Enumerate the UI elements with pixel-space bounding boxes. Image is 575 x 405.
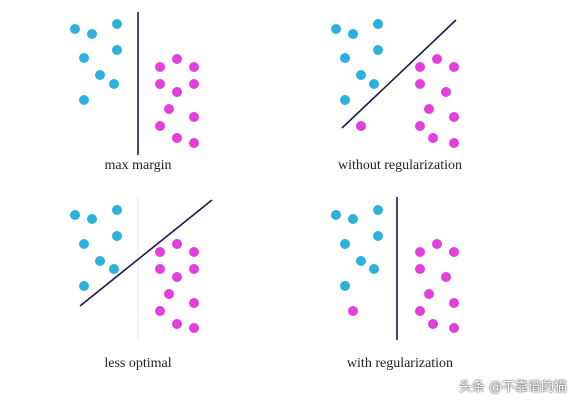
point-class-a [95, 70, 105, 80]
point-class-a [356, 256, 366, 266]
point-class-a [79, 281, 89, 291]
point-class-b [449, 298, 459, 308]
point-class-b [415, 264, 425, 274]
point-class-a [373, 19, 383, 29]
point-class-b [449, 138, 459, 148]
point-class-a [340, 95, 350, 105]
point-class-b [348, 306, 358, 316]
point-class-b [428, 319, 438, 329]
point-class-b [172, 272, 182, 282]
panel-max-margin [70, 12, 199, 155]
boundary-line [341, 19, 457, 129]
point-class-b [172, 319, 182, 329]
caption-without-regularization: without regularization [337, 158, 463, 173]
point-class-a [373, 45, 383, 55]
point-class-a [373, 231, 383, 241]
point-class-b [155, 79, 165, 89]
point-class-a [112, 19, 122, 29]
points [331, 205, 459, 333]
point-class-b [189, 62, 199, 72]
boundary-line [79, 199, 213, 307]
point-class-b [189, 264, 199, 274]
point-class-a [340, 53, 350, 63]
points [70, 19, 199, 148]
point-class-b [164, 104, 174, 114]
point-class-a [109, 264, 119, 274]
point-class-b [432, 239, 442, 249]
point-class-a [340, 281, 350, 291]
point-class-b [356, 121, 366, 131]
point-class-a [87, 29, 97, 39]
point-class-b [155, 264, 165, 274]
point-class-a [79, 239, 89, 249]
point-class-b [189, 323, 199, 333]
point-class-a [331, 24, 341, 34]
point-class-b [155, 62, 165, 72]
point-class-b [449, 112, 459, 122]
point-class-b [155, 306, 165, 316]
point-class-b [449, 62, 459, 72]
point-class-a [356, 70, 366, 80]
caption-with-regularization: with regularization [346, 356, 454, 371]
point-class-b [155, 247, 165, 257]
point-class-a [369, 264, 379, 274]
points [70, 205, 199, 333]
point-class-a [79, 95, 89, 105]
point-class-b [415, 62, 425, 72]
point-class-a [340, 239, 350, 249]
point-class-b [189, 79, 199, 89]
point-class-b [428, 133, 438, 143]
point-class-b [432, 54, 442, 64]
points [331, 19, 459, 148]
point-class-b [189, 112, 199, 122]
point-class-b [441, 272, 451, 282]
point-class-a [70, 210, 80, 220]
point-class-b [441, 87, 451, 97]
point-class-b [172, 239, 182, 249]
point-class-b [189, 298, 199, 308]
point-class-a [112, 45, 122, 55]
point-class-b [172, 54, 182, 64]
point-class-a [109, 79, 119, 89]
point-class-a [70, 24, 80, 34]
point-class-a [373, 205, 383, 215]
point-class-a [112, 205, 122, 215]
point-class-b [155, 121, 165, 131]
point-class-a [331, 210, 341, 220]
point-class-b [415, 306, 425, 316]
point-class-a [112, 231, 122, 241]
point-class-b [172, 87, 182, 97]
point-class-b [449, 323, 459, 333]
caption-max-margin: max margin [104, 158, 172, 173]
point-class-a [87, 214, 97, 224]
point-class-a [369, 79, 379, 89]
point-class-b [415, 121, 425, 131]
point-class-b [172, 133, 182, 143]
panel-without-regularization [331, 19, 459, 148]
point-class-b [415, 247, 425, 257]
point-class-b [424, 289, 434, 299]
point-class-b [189, 247, 199, 257]
point-class-a [348, 214, 358, 224]
point-class-a [348, 29, 358, 39]
point-class-b [424, 104, 434, 114]
panel-with-regularization [331, 197, 459, 340]
panel-less-optimal [70, 198, 213, 340]
caption-less-optimal: less optimal [104, 356, 172, 371]
point-class-b [164, 289, 174, 299]
point-class-a [95, 256, 105, 266]
point-class-b [189, 138, 199, 148]
point-class-a [79, 53, 89, 63]
point-class-b [449, 247, 459, 257]
watermark-text: 头条 @不靠谱的猫 [458, 380, 567, 395]
point-class-b [415, 79, 425, 89]
